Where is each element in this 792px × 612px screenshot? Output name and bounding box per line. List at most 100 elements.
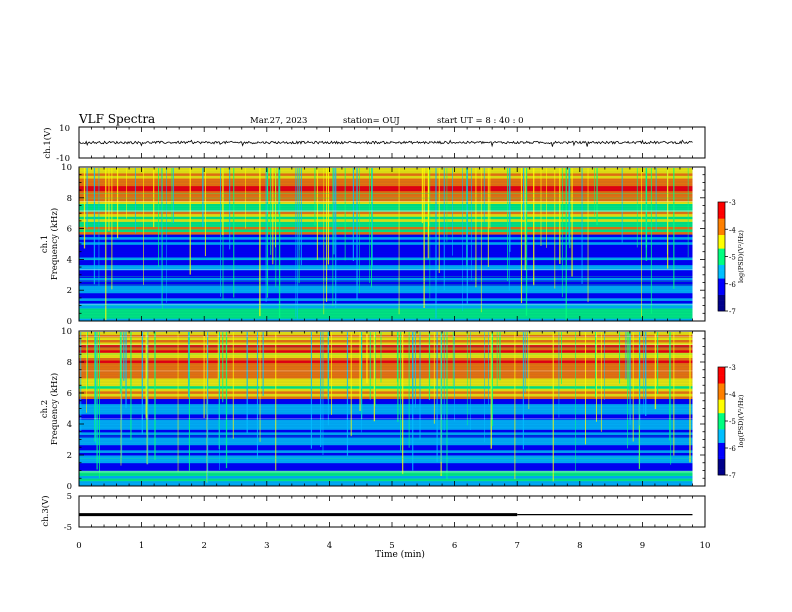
spectrogram-band	[79, 208, 693, 212]
colorbar-segment	[718, 445, 725, 449]
spectrogram-band	[79, 298, 693, 301]
colorbar-segment	[718, 442, 725, 446]
colorbar-segment	[718, 418, 725, 422]
spectrogram-band	[79, 185, 693, 189]
frequency-tick-label: 10	[61, 163, 72, 173]
spectrogram-band	[79, 465, 693, 469]
ch1-ytick-top: 10	[59, 124, 70, 134]
spectrogram-band	[79, 303, 693, 306]
colorbar-segment	[718, 410, 725, 414]
colorbar-segment	[718, 229, 725, 233]
spectrogram-band	[79, 437, 693, 441]
spectrogram-band	[79, 262, 693, 266]
colorbar-segment	[718, 385, 725, 389]
colorbar-segment	[718, 429, 725, 433]
colorbar-segment	[718, 272, 725, 276]
colorbar-segment	[718, 426, 725, 430]
spectrogram-band	[79, 365, 693, 369]
spectrogram-band	[79, 285, 693, 289]
time-tick-label: 2	[201, 541, 206, 551]
colorbar-segment	[718, 434, 725, 438]
spectrogram-band	[79, 383, 693, 387]
colorbar-segment	[718, 388, 725, 392]
colorbar-segment	[718, 461, 725, 465]
colorbar-segment	[718, 264, 725, 268]
spectrogram-band	[79, 272, 693, 276]
spectrogram-band	[79, 457, 693, 461]
colorbar-segment	[718, 204, 725, 208]
ch1-ytick-bottom: -10	[56, 154, 70, 164]
colorbar-segment	[718, 453, 725, 457]
spectrogram-band	[79, 178, 693, 182]
spectrogram-band	[79, 305, 693, 309]
spectrogram-band	[79, 391, 693, 394]
frequency-tick-label: 6	[67, 389, 72, 399]
colorbar-segment	[718, 380, 725, 384]
spectrogram-band	[79, 244, 693, 248]
spectrogram-band	[79, 396, 693, 400]
spectrogram-band	[79, 411, 693, 415]
spectrogram-band	[79, 478, 693, 482]
spectrogram-band	[79, 224, 693, 227]
spectrogram-band	[79, 221, 693, 225]
spectrogram-band	[79, 313, 693, 317]
colorbar-segment	[718, 394, 725, 397]
colorbar-segment	[718, 396, 725, 400]
colorbar-segment	[718, 448, 725, 451]
spectrogram-band	[79, 424, 693, 428]
spectrogram-band	[79, 308, 693, 312]
spectrogram-band	[79, 473, 693, 477]
spectrogram-band	[79, 295, 693, 299]
colorbar-segment	[718, 308, 725, 312]
spectrogram-band	[79, 277, 693, 281]
colorbar-segment	[718, 242, 725, 246]
spectrogram-band	[79, 344, 693, 348]
colorbar-segment	[718, 437, 725, 441]
colorbar-segment	[718, 423, 725, 427]
colorbar-segment	[718, 431, 725, 435]
frequency-tick-label: 2	[67, 286, 72, 296]
spectrogram-band	[79, 310, 693, 314]
time-tick-label: 0	[76, 541, 81, 551]
colorbar-segment	[718, 283, 725, 287]
spectrogram-band	[79, 249, 693, 253]
colorbar-segment	[718, 275, 725, 279]
colorbar-segment	[718, 210, 725, 214]
spectrogram-band	[79, 300, 693, 304]
frequency-tick-label: 10	[61, 327, 72, 337]
colorbar-segment	[718, 221, 725, 225]
spectrogram-band	[79, 398, 693, 402]
spectrogram-band	[79, 168, 693, 171]
colorbar-label: log(PSD)(V²/Hz)	[737, 230, 745, 283]
ch1-spectrogram	[79, 168, 693, 322]
colorbar-segment	[718, 466, 725, 470]
spectrogram-band	[79, 216, 693, 220]
spectrogram-band	[79, 290, 693, 294]
spectrogram-band	[79, 190, 693, 194]
spectrogram-band	[79, 360, 693, 364]
time-tick-label: 1	[139, 541, 144, 551]
colorbar-segment	[718, 464, 725, 468]
colorbar-tick-label: -6	[729, 445, 736, 453]
start-time-label: start UT = 8 : 40 : 0	[437, 116, 524, 126]
spectrogram-band	[79, 385, 693, 389]
colorbar-segment	[718, 223, 725, 227]
spectrogram-band	[79, 196, 693, 199]
spectrogram-band	[79, 388, 693, 392]
spectrogram-band	[79, 337, 693, 340]
spectrogram-band	[79, 378, 693, 382]
frequency-tick-label: 6	[67, 225, 72, 235]
spectrogram-band	[79, 447, 693, 451]
spectrogram-band	[79, 421, 693, 425]
spectrogram-band	[79, 287, 693, 291]
spectrogram-band	[79, 347, 693, 351]
colorbar-segment	[718, 300, 725, 304]
spectrogram-band	[79, 254, 693, 258]
station-label: station= OUJ	[343, 116, 400, 126]
frequency-tick-label: 8	[67, 194, 72, 204]
spectrogram-band	[79, 173, 693, 176]
ch2-freq-ylabel-line2: Frequency (kHz)	[49, 373, 60, 445]
spectrogram-band	[79, 439, 693, 443]
time-tick-label: 10	[700, 541, 711, 551]
ch3-tick-label: 5	[67, 492, 72, 502]
